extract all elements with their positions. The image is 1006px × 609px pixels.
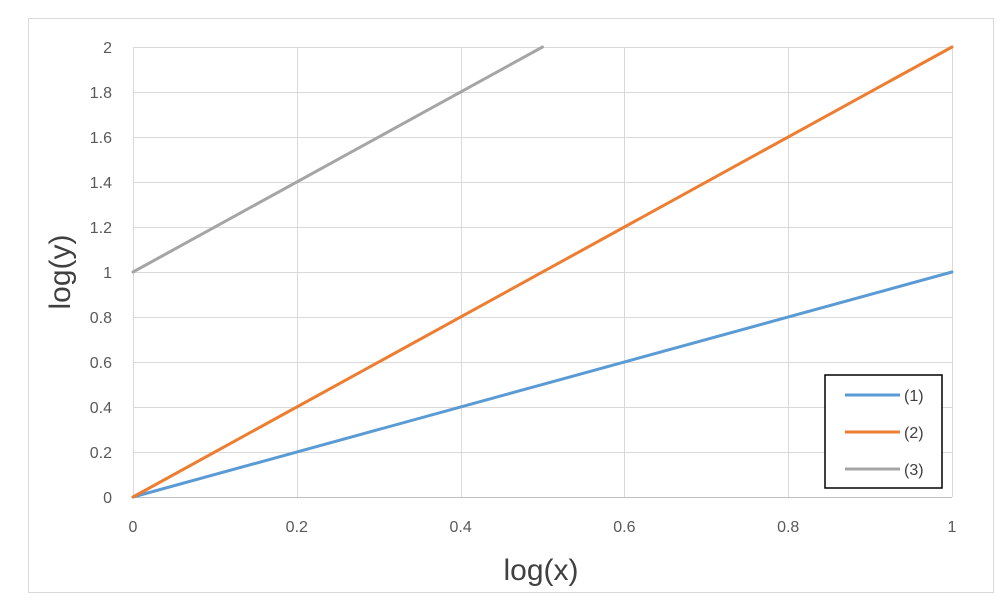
y-tick-label: 1.4 [90,175,112,192]
y-tick-label: 1 [103,265,112,282]
grid [133,47,953,498]
x-tick-label: 0.6 [613,519,635,536]
y-axis-title: log(y) [44,234,77,309]
y-tick-label: 2 [103,40,112,57]
x-tick-label: 0 [129,519,138,536]
legend-label-1: (1) [904,388,924,405]
y-tick-label: 0.6 [90,355,112,372]
y-tick-label: 0.8 [90,310,112,327]
x-tick-label: 0.2 [286,519,308,536]
legend-label-2: (2) [904,425,924,442]
y-tick-label: 1.6 [90,130,112,147]
series-line-1 [131,270,954,499]
y-tick-label: 0.2 [90,445,112,462]
x-tick-label: 0.8 [777,519,799,536]
x-axis-title: log(x) [503,554,578,587]
legend-label-3: (3) [904,462,924,479]
x-tick-label: 1 [948,519,957,536]
x-tick-label: 0.4 [449,519,471,536]
legend: (1) (2) (3) [824,374,943,489]
y-tick-label: 0.4 [90,400,112,417]
tick-labels: 0 0.2 0.4 0.6 0.8 1 1.2 1.4 1.6 1.8 2 0 0.2 0.4 0.6 0.8… [90,40,957,536]
y-tick-label: 0 [103,490,112,507]
series [131,45,954,499]
series-line-3 [131,45,544,274]
y-tick-label: 1.2 [90,220,112,237]
series-line-2 [131,45,954,499]
y-tick-label: 1.8 [90,85,112,102]
